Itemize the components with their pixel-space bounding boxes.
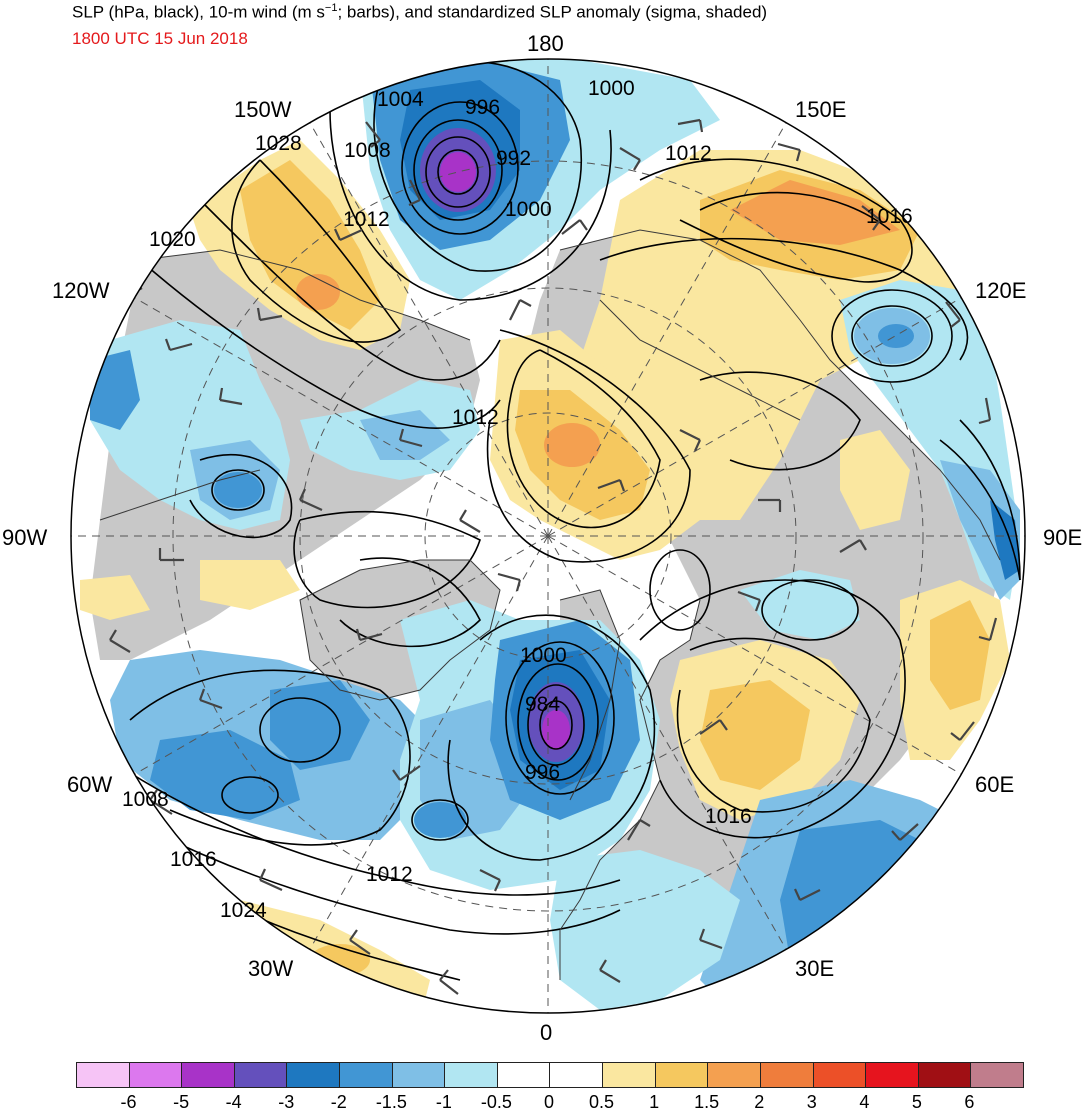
isobar-label: 984 bbox=[525, 693, 560, 716]
colorbar-swatch bbox=[866, 1063, 919, 1087]
colorbar-swatch bbox=[603, 1063, 656, 1087]
coastlines bbox=[99, 229, 1001, 980]
isobar-label: 1000 bbox=[520, 644, 567, 667]
isobar-label: 1024 bbox=[220, 899, 267, 922]
graticule bbox=[71, 59, 1025, 1013]
colorbar-tick-labels: -6 -5 -4 -3 -2 -1.5 -1 -0.5 0 0.5 1 1.5 2 3 4 5 6 bbox=[76, 1092, 1022, 1114]
colorbar-swatch bbox=[234, 1063, 288, 1087]
lon-label-180: 180 bbox=[527, 31, 564, 56]
colorbar-swatch bbox=[129, 1063, 183, 1087]
colorbar-swatch bbox=[813, 1063, 867, 1087]
colorbar-tick-label: 3 bbox=[806, 1092, 817, 1112]
colorbar-swatch bbox=[497, 1063, 551, 1087]
map-disk bbox=[71, 59, 1025, 1013]
colorbar-tick-label: -5 bbox=[173, 1092, 190, 1112]
isobar-label: 1012 bbox=[665, 142, 712, 165]
lon-label-150e: 150E bbox=[795, 97, 846, 122]
isobar-label: 1008 bbox=[344, 139, 391, 162]
colorbar-tick-label: 5 bbox=[911, 1092, 922, 1112]
colorbar-swatch bbox=[287, 1063, 341, 1087]
lon-label-30e: 30E bbox=[795, 956, 834, 981]
lon-label-90e: 90E bbox=[1043, 525, 1082, 550]
isobar-label: 1004 bbox=[377, 88, 424, 111]
colorbar-swatch bbox=[77, 1063, 130, 1087]
colorbar-tick-label: 0 bbox=[543, 1092, 555, 1112]
lon-label-120w: 120W bbox=[52, 278, 110, 303]
isobar-label: 1016 bbox=[170, 848, 217, 871]
colorbar-tick-label: -3 bbox=[278, 1092, 295, 1112]
colorbar-tick-label: 0.5 bbox=[589, 1092, 615, 1112]
colorbar-swatch bbox=[340, 1063, 393, 1087]
isobar-label: 1016 bbox=[705, 805, 752, 828]
isobar-label: 992 bbox=[496, 147, 531, 170]
isobars bbox=[109, 61, 1021, 981]
colorbar-tick-label: -0.5 bbox=[480, 1092, 512, 1112]
isobar-label: 1020 bbox=[149, 228, 196, 251]
colorbar-tick-label: 1 bbox=[649, 1092, 660, 1112]
lon-label-60w: 60W bbox=[67, 772, 112, 797]
isobar-label: 996 bbox=[525, 761, 560, 784]
colorbar-tick-label: -6 bbox=[120, 1092, 137, 1112]
isobar-label: 1000 bbox=[505, 198, 552, 221]
isobar-label: 1000 bbox=[588, 77, 635, 100]
colorbar-swatch bbox=[445, 1063, 498, 1087]
colorbar-swatch bbox=[760, 1063, 814, 1087]
isobar-labels: 1004 996 992 1000 1008 1012 1028 1020 10… bbox=[122, 77, 913, 922]
wind-barbs bbox=[109, 118, 998, 995]
colorbar-tick-label: 1.5 bbox=[694, 1092, 720, 1112]
colorbar-swatch bbox=[550, 1063, 604, 1087]
longitude-labels: 180 150E 120E 90E 60E 30E 0 30W 60W 90W … bbox=[2, 31, 1082, 1045]
colorbar-tick-label: -1.5 bbox=[375, 1092, 407, 1112]
isobar-label: 1012 bbox=[366, 863, 413, 886]
colorbar-swatch bbox=[392, 1063, 446, 1087]
lon-label-120e: 120E bbox=[975, 278, 1026, 303]
colorbar-swatch bbox=[708, 1063, 761, 1087]
chart-title: SLP (hPa, black), 10-m wind (m s−1; barb… bbox=[72, 2, 768, 22]
isobar-label: 996 bbox=[465, 96, 500, 119]
colorbar-swatch bbox=[918, 1063, 972, 1087]
colorbar-tick-label: -2 bbox=[330, 1092, 347, 1112]
colorbar-tick-label: 4 bbox=[859, 1092, 870, 1112]
isobar-label: 1016 bbox=[866, 205, 913, 228]
colorbar-tick-label: 2 bbox=[754, 1092, 765, 1112]
colorbar-tick-label: 6 bbox=[964, 1092, 975, 1112]
lon-label-90w: 90W bbox=[2, 525, 47, 550]
isobar-label: 1028 bbox=[255, 132, 302, 155]
slp-anomaly-shading bbox=[80, 59, 1020, 1013]
colorbar-swatch bbox=[971, 1063, 1023, 1087]
map-border bbox=[70, 58, 1026, 1014]
anomaly-colorbar bbox=[76, 1062, 1024, 1088]
colorbar-tick-label: -1 bbox=[435, 1092, 452, 1112]
valid-time: 1800 UTC 15 Jun 2018 bbox=[72, 29, 248, 48]
colorbar-swatch bbox=[655, 1063, 709, 1087]
colorbar-swatch bbox=[182, 1063, 235, 1087]
lon-label-0: 0 bbox=[540, 1020, 552, 1045]
lon-label-30w: 30W bbox=[248, 956, 293, 981]
isobar-label: 1008 bbox=[122, 788, 169, 811]
lon-label-150w: 150W bbox=[234, 97, 292, 122]
lon-label-60e: 60E bbox=[975, 772, 1014, 797]
isobar-label: 1012 bbox=[452, 406, 499, 429]
isobar-label: 1012 bbox=[343, 208, 390, 231]
colorbar-tick-label: -4 bbox=[225, 1092, 242, 1112]
